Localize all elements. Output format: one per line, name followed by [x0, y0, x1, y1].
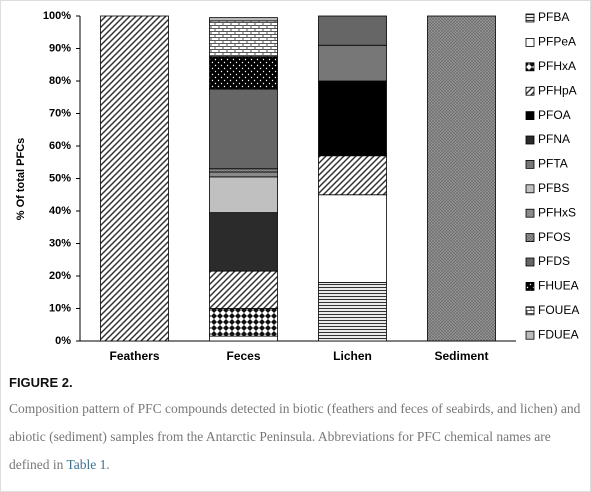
legend-swatch [525, 208, 535, 218]
bar-segment [427, 15, 496, 342]
bar-segment [209, 56, 278, 90]
legend-label: FOUEA [538, 303, 579, 317]
legend-label: PFTA [538, 157, 568, 171]
bar-segment [209, 212, 278, 272]
legend-swatch [525, 86, 535, 96]
bar-segment [318, 80, 387, 157]
legend-swatch [525, 233, 535, 243]
bar-segment [209, 171, 278, 178]
bar-segment [318, 44, 387, 82]
legend-swatch [525, 257, 535, 267]
caption-end: . [106, 457, 110, 472]
bar-segment [209, 270, 278, 309]
legend-label: PFDS [538, 254, 570, 268]
legend-label: PFBS [538, 181, 569, 195]
chart: % Of total PFCs 0% 10% 20% 30% 40% 50% 60% 70% 8… [15, 10, 579, 363]
legend-swatch [525, 159, 535, 169]
y-tick-label: 100% [43, 10, 71, 22]
y-tick-label: 30% [49, 237, 71, 249]
bar-segment [209, 176, 278, 214]
legend-swatch [525, 330, 535, 340]
x-tick-label: Feathers [109, 349, 159, 363]
legend-swatch [525, 38, 535, 47]
bar-segment [209, 88, 278, 170]
bar-segment [318, 194, 387, 283]
y-tick-label: 0% [55, 335, 71, 347]
bar-segment [318, 15, 387, 46]
bar-segment [209, 335, 278, 342]
y-tick-label: 40% [49, 205, 71, 217]
legend-label: PFPeA [538, 35, 576, 49]
legend-swatch [525, 306, 535, 316]
legend-label: FDUEA [538, 327, 579, 341]
legend-label: PFOA [538, 108, 571, 122]
legend-label: FHUEA [538, 279, 579, 293]
bar-segment [318, 155, 387, 196]
legend-label: PFBA [538, 10, 569, 24]
legend-swatch [525, 111, 535, 120]
legend-label: PFNA [538, 132, 570, 146]
y-tick-label: 70% [49, 107, 71, 119]
legend-swatch [525, 135, 535, 145]
legend-label: PFHxA [538, 59, 576, 73]
figure-label: FIGURE 2. [9, 375, 73, 390]
bar-segment [209, 20, 278, 58]
caption: Composition pattern of PFC compounds det… [9, 395, 584, 479]
y-tick-label: 90% [49, 42, 71, 54]
legend-label: PFHpA [538, 83, 577, 97]
y-tick-label: 10% [49, 302, 71, 314]
table-link[interactable]: Table 1 [66, 457, 107, 472]
legend-label: PFOS [538, 230, 571, 244]
x-tick-label: Sediment [434, 349, 488, 363]
legend-swatch [525, 184, 535, 194]
caption-text: Composition pattern of PFC compounds det… [9, 401, 581, 472]
y-tick-label: 50% [49, 172, 71, 184]
y-axis-title: % Of total PFCs [15, 138, 27, 221]
bar-segment [318, 282, 387, 342]
bar-segment [100, 15, 169, 342]
legend-swatch [525, 281, 535, 291]
legend-swatch [525, 13, 535, 23]
legend-label: PFHxS [538, 205, 576, 219]
y-tick-label: 20% [49, 270, 71, 282]
x-tick-label: Feces [226, 349, 260, 363]
y-tick-label: 80% [49, 75, 71, 87]
x-tick-label: Lichen [333, 349, 372, 363]
y-tick-label: 60% [49, 140, 71, 152]
bar-segment [209, 308, 278, 337]
bar-segment [209, 17, 278, 22]
legend-swatch [525, 62, 535, 72]
bar-segment [209, 168, 278, 173]
